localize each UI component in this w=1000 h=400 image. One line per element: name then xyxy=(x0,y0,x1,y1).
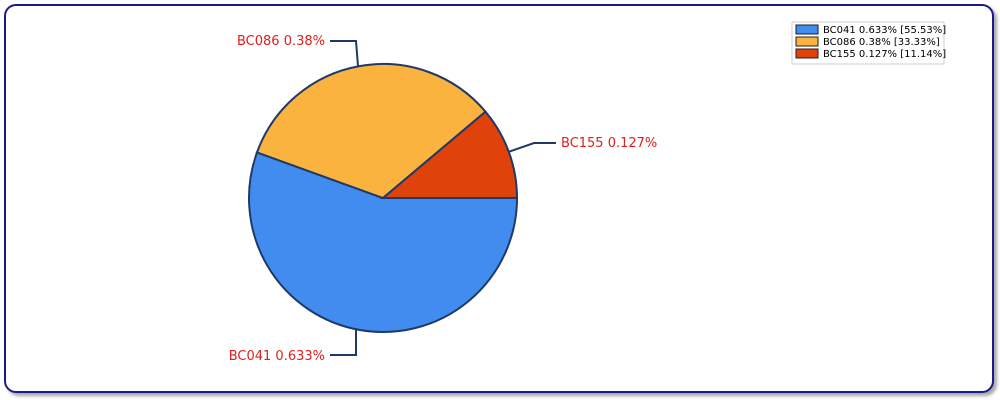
slice-labels: BC041 0.633% BC086 0.38% BC155 0.127% xyxy=(229,34,658,364)
legend-label-bc155: BC155 0.127% [11.14%] xyxy=(823,49,946,60)
legend: BC041 0.633% [55.53%]BC086 0.38% [33.33%… xyxy=(791,21,946,65)
leader-line-bc041 xyxy=(330,328,357,356)
leader-line-bc086 xyxy=(330,40,359,67)
legend-label-bc041: BC041 0.633% [55.53%] xyxy=(823,25,946,36)
pie-slice-bc041[interactable] xyxy=(248,151,519,333)
slice-label-bc086: BC086 0.38% xyxy=(237,34,325,49)
legend-label-bc086: BC086 0.38% [33.33%] xyxy=(823,37,940,48)
legend-swatch-bc086 xyxy=(795,36,819,47)
leader-lines xyxy=(330,40,556,356)
slice-label-bc041: BC041 0.633% xyxy=(229,349,325,364)
slice-label-bc155: BC155 0.127% xyxy=(561,136,657,151)
leader-line-bc155 xyxy=(507,142,556,153)
legend-swatch-bc041 xyxy=(795,24,819,35)
legend-swatch-bc155 xyxy=(795,48,819,59)
pie-slices xyxy=(248,63,519,333)
pie-slice-bc086[interactable] xyxy=(255,63,487,200)
